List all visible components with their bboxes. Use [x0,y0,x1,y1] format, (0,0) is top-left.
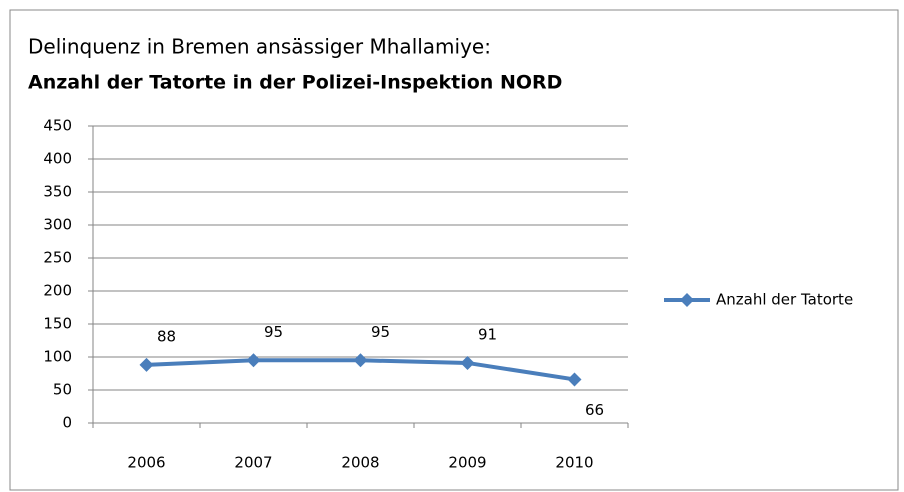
legend-label: Anzahl der Tatorte [716,291,853,309]
x-tick-label: 2006 [127,454,165,472]
data-label: 88 [157,327,176,345]
y-tick-label: 400 [43,150,72,168]
data-label: 95 [371,323,390,341]
y-tick-label: 150 [43,315,72,333]
data-point [139,357,154,372]
data-label: 66 [585,401,604,419]
y-tick-label: 0 [62,414,72,432]
data-point [567,372,582,387]
y-tick-label: 50 [53,381,72,399]
chart-frame [9,9,899,491]
data-point [353,353,368,368]
y-tick-label: 250 [43,249,72,267]
legend-marker [680,293,694,307]
data-point [460,355,475,370]
chart-subtitle: Anzahl der Tatorte in der Polizei-Inspek… [28,72,562,94]
data-point [246,353,261,368]
x-tick-label: 2008 [341,454,379,472]
y-tick-label: 100 [43,348,72,366]
y-tick-label: 350 [43,183,72,201]
y-tick-label: 200 [43,282,72,300]
y-tick-label: 450 [43,117,72,135]
data-label: 95 [264,323,283,341]
y-tick-label: 300 [43,216,72,234]
chart-title: Delinquenz in Bremen ansässiger Mhallami… [28,35,491,59]
x-tick-label: 2009 [448,454,486,472]
x-tick-label: 2007 [234,454,272,472]
x-tick-label: 2010 [555,454,593,472]
data-label: 91 [478,325,497,343]
